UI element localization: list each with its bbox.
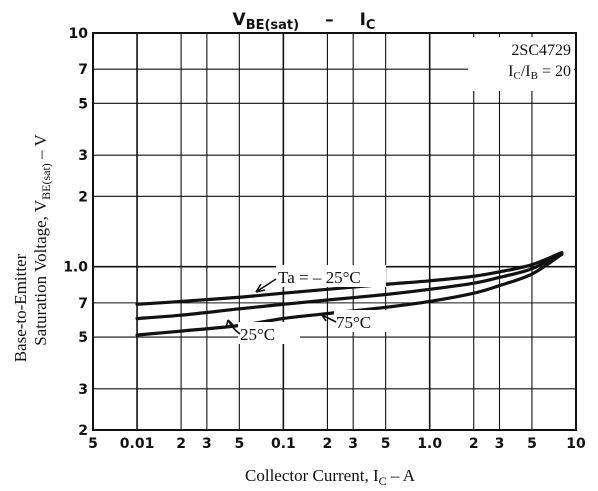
y-tick-label: 10 <box>69 26 89 42</box>
y-tick-label: 5 <box>78 330 88 346</box>
label-75c-arrow <box>321 314 337 323</box>
curve-labels: Ta = – 25°C 25°C 75°C <box>225 265 394 344</box>
y-axis-label-line2-text: Saturation Voltage, V <box>31 199 50 346</box>
x-tick-label: 3 <box>495 436 505 452</box>
y-tick-label: 3 <box>78 148 88 164</box>
y-tick-label: 2 <box>78 423 88 439</box>
x-tick-label: 10 <box>566 436 586 452</box>
x-axis-label-sub: C <box>379 474 387 488</box>
y-tick-label: 3 <box>78 382 88 398</box>
label-75c: 75°C <box>336 313 371 332</box>
x-axis-label-text: Collector Current, I <box>245 466 379 485</box>
grid <box>92 32 577 431</box>
y-axis-label-line2-sub: BE(sat) <box>39 163 53 200</box>
device-name: 2SC4729 <box>511 42 571 59</box>
condition-ib-sub: B <box>531 70 538 82</box>
x-tick-label: 5 <box>234 436 244 452</box>
x-axis-label-unit: – A <box>387 466 416 485</box>
condition-ic-sub: C <box>514 70 521 82</box>
series-line <box>135 252 564 337</box>
y-axis-label-line1: Base-to-Emitter <box>11 253 30 362</box>
y-axis-label-line2-unit: – V <box>31 134 50 164</box>
x-tick-label: 0.01 <box>120 436 155 452</box>
chart-title: VBE(sat) – IC <box>233 10 376 33</box>
x-tick-label: 0.1 <box>271 436 296 452</box>
x-tick-label: 2 <box>176 436 186 452</box>
condition-rest: = 20 <box>538 63 571 80</box>
title-var: I <box>360 10 366 30</box>
title-sep: – <box>325 10 334 30</box>
label-25c-bg <box>238 322 300 344</box>
x-axis-label: Collector Current, IC – A <box>245 466 416 488</box>
condition-label: IC/IB = 20 <box>508 63 571 82</box>
plot-frame <box>92 32 577 431</box>
y-tick-label: 7 <box>78 296 88 312</box>
condition-ic: I <box>508 63 513 80</box>
x-tick-label: 5 <box>527 436 537 452</box>
x-tick-label: 3 <box>202 436 212 452</box>
label-ta-minus25-arrowhead <box>255 283 266 293</box>
x-tick-label: 1.0 <box>417 436 442 452</box>
label-ta-minus25-bg <box>276 265 386 287</box>
x-tick-label: 2 <box>323 436 333 452</box>
title-main-sub: BE(sat) <box>246 18 299 33</box>
label-ta-minus25: Ta = – 25°C <box>278 268 361 287</box>
label-75c-bg <box>334 310 394 332</box>
device-annotation: 2SC4729 IC/IB = 20 <box>468 37 574 91</box>
y-tick-label: 7 <box>78 62 88 78</box>
label-ta-minus25-arrow <box>255 278 277 293</box>
title-var-sub: C <box>366 18 376 33</box>
x-tick-label: 3 <box>348 436 358 452</box>
x-tick-labels: 5 0.01 2 3 5 0.1 2 3 5 1.0 2 3 5 10 <box>88 436 586 452</box>
x-tick-label: 5 <box>88 436 98 452</box>
x-tick-label: 5 <box>381 436 391 452</box>
label-75c-arrowhead <box>321 313 330 322</box>
y-tick-label: 5 <box>78 96 88 112</box>
y-tick-label: 1.0 <box>63 260 88 276</box>
y-tick-labels: 2 3 5 7 1.0 2 3 5 7 10 <box>63 26 88 439</box>
y-axis-label-line2: Saturation Voltage, VBE(sat) – V <box>31 134 53 346</box>
device-annotation-bg <box>468 37 574 91</box>
condition-slash: / <box>521 63 526 80</box>
label-25c: 25°C <box>240 325 275 344</box>
condition-ib: I <box>525 63 530 80</box>
label-25c-arrowhead <box>225 319 234 329</box>
y-axis-label: Base-to-Emitter Saturation Voltage, VBE(… <box>11 134 53 363</box>
series-line <box>135 251 564 321</box>
x-tick-label: 2 <box>469 436 479 452</box>
title-main: V <box>233 10 247 30</box>
y-tick-label: 2 <box>78 189 88 205</box>
